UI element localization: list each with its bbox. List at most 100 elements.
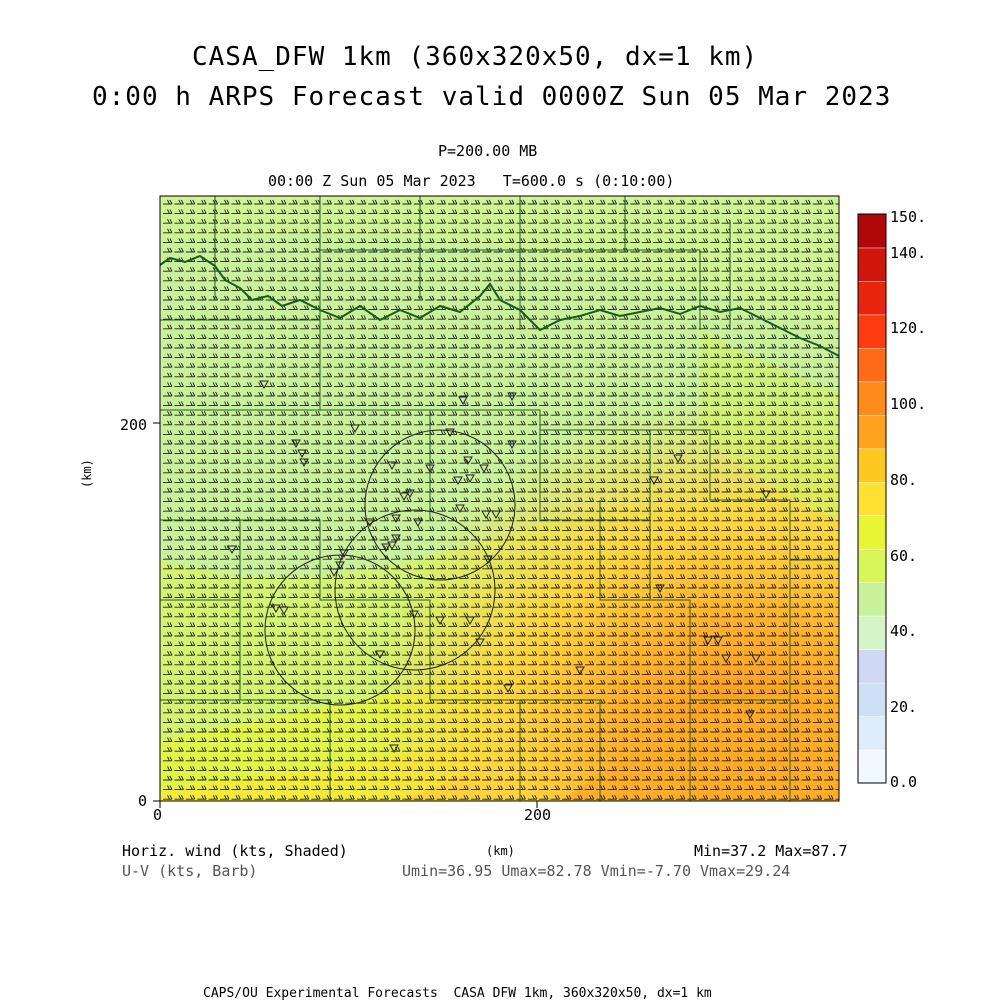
wind-barb (584, 410, 595, 416)
wind-barb (288, 449, 298, 455)
wind-barb (482, 420, 492, 426)
wind-barb (801, 257, 811, 263)
wind-barb (527, 218, 538, 224)
wind-barb (334, 410, 344, 416)
wind-barb (744, 545, 754, 551)
wind-barb (812, 372, 823, 378)
wind-barb (425, 295, 435, 301)
wind-barb (220, 410, 230, 416)
wind-barb (584, 353, 595, 359)
wind-barb (584, 554, 595, 560)
wind-barb (482, 362, 492, 368)
wind-barb (653, 372, 663, 378)
wind-barb (733, 535, 743, 541)
wind-barb (197, 497, 207, 503)
wind-barb (288, 238, 298, 243)
wind-barb (288, 228, 298, 234)
y-tick-0: 0 (138, 792, 148, 810)
wind-barb (334, 401, 344, 407)
wind-barb (242, 497, 253, 503)
wind-barb (220, 439, 230, 445)
wind-barb (755, 295, 766, 301)
wind-barb (755, 324, 766, 330)
wind-barb (368, 257, 378, 263)
wind-barb (767, 526, 777, 531)
wind-barb (174, 286, 184, 291)
wind-barb (619, 564, 629, 570)
wind-barb (254, 391, 264, 397)
wind-barb (493, 228, 504, 234)
wind-barb (493, 516, 504, 522)
wind-barb (767, 564, 777, 570)
wind-barb (562, 218, 572, 224)
wind-barb (653, 334, 663, 339)
wind-barb (436, 458, 447, 464)
wind-barb (299, 266, 310, 272)
wind-barb (220, 343, 230, 349)
wind-barb (356, 458, 367, 464)
wind-barb (459, 516, 469, 522)
wind-barb (322, 382, 333, 387)
wind-barb (174, 343, 184, 349)
wind-barb (425, 257, 435, 263)
wind-barb (687, 487, 697, 493)
wind-barb (527, 209, 538, 215)
colorbar-label-120: 120. (890, 319, 927, 337)
wind-barb (242, 564, 253, 570)
wind-barb (619, 382, 629, 387)
wind-barb (801, 266, 811, 272)
wind-barb (516, 295, 526, 301)
wind-barb (778, 458, 789, 464)
wind-barb (345, 478, 355, 483)
wind-barb (619, 583, 629, 589)
wind-barb (356, 324, 367, 330)
wind-barb (687, 468, 697, 474)
wind-barb (710, 266, 720, 272)
wind-barb (448, 564, 458, 570)
wind-barb (174, 526, 184, 531)
wind-barb (641, 420, 652, 426)
wind-barb (607, 478, 618, 483)
wind-barb (801, 276, 811, 282)
credit-label: CAPS/OU Experimental Forecasts CASA DFW … (203, 986, 712, 1001)
wind-barb (824, 353, 834, 359)
wind-barb (630, 487, 640, 493)
wind-barb (550, 574, 561, 579)
wind-barb (185, 276, 196, 282)
wind-barb (539, 343, 549, 349)
wind-barb (710, 209, 720, 215)
wind-barb (676, 266, 686, 272)
wind-barb (356, 266, 367, 272)
wind-barb (254, 209, 264, 215)
wind-barb (710, 554, 720, 560)
wind-barb (778, 430, 789, 435)
wind-barb (379, 420, 390, 426)
wind-barb (630, 353, 640, 359)
wind-barb (778, 449, 789, 455)
wind-barb (641, 276, 652, 282)
wind-barb (733, 314, 743, 320)
wind-barb (516, 430, 526, 435)
colorbar-band (857, 448, 887, 483)
wind-barb (185, 238, 196, 243)
wind-barb (288, 266, 298, 272)
wind-barb (767, 391, 777, 397)
wind-barb (242, 535, 253, 541)
wind-barb (630, 305, 640, 311)
wind-barb (767, 238, 777, 243)
wind-barb (482, 487, 492, 493)
wind-barb (721, 583, 732, 589)
wind-barb (562, 545, 572, 551)
wind-barb (505, 458, 515, 464)
wind-barb (562, 199, 572, 205)
wind-barb (767, 228, 777, 234)
wind-barb (299, 353, 310, 359)
wind-barb (516, 458, 526, 464)
colorbar-band (857, 514, 887, 550)
wind-barb (516, 574, 526, 579)
wind-barb (801, 372, 811, 378)
wind-barb (516, 506, 526, 512)
wind-barb (254, 506, 264, 512)
wind-barb (493, 382, 504, 387)
wind-barb (801, 487, 811, 493)
